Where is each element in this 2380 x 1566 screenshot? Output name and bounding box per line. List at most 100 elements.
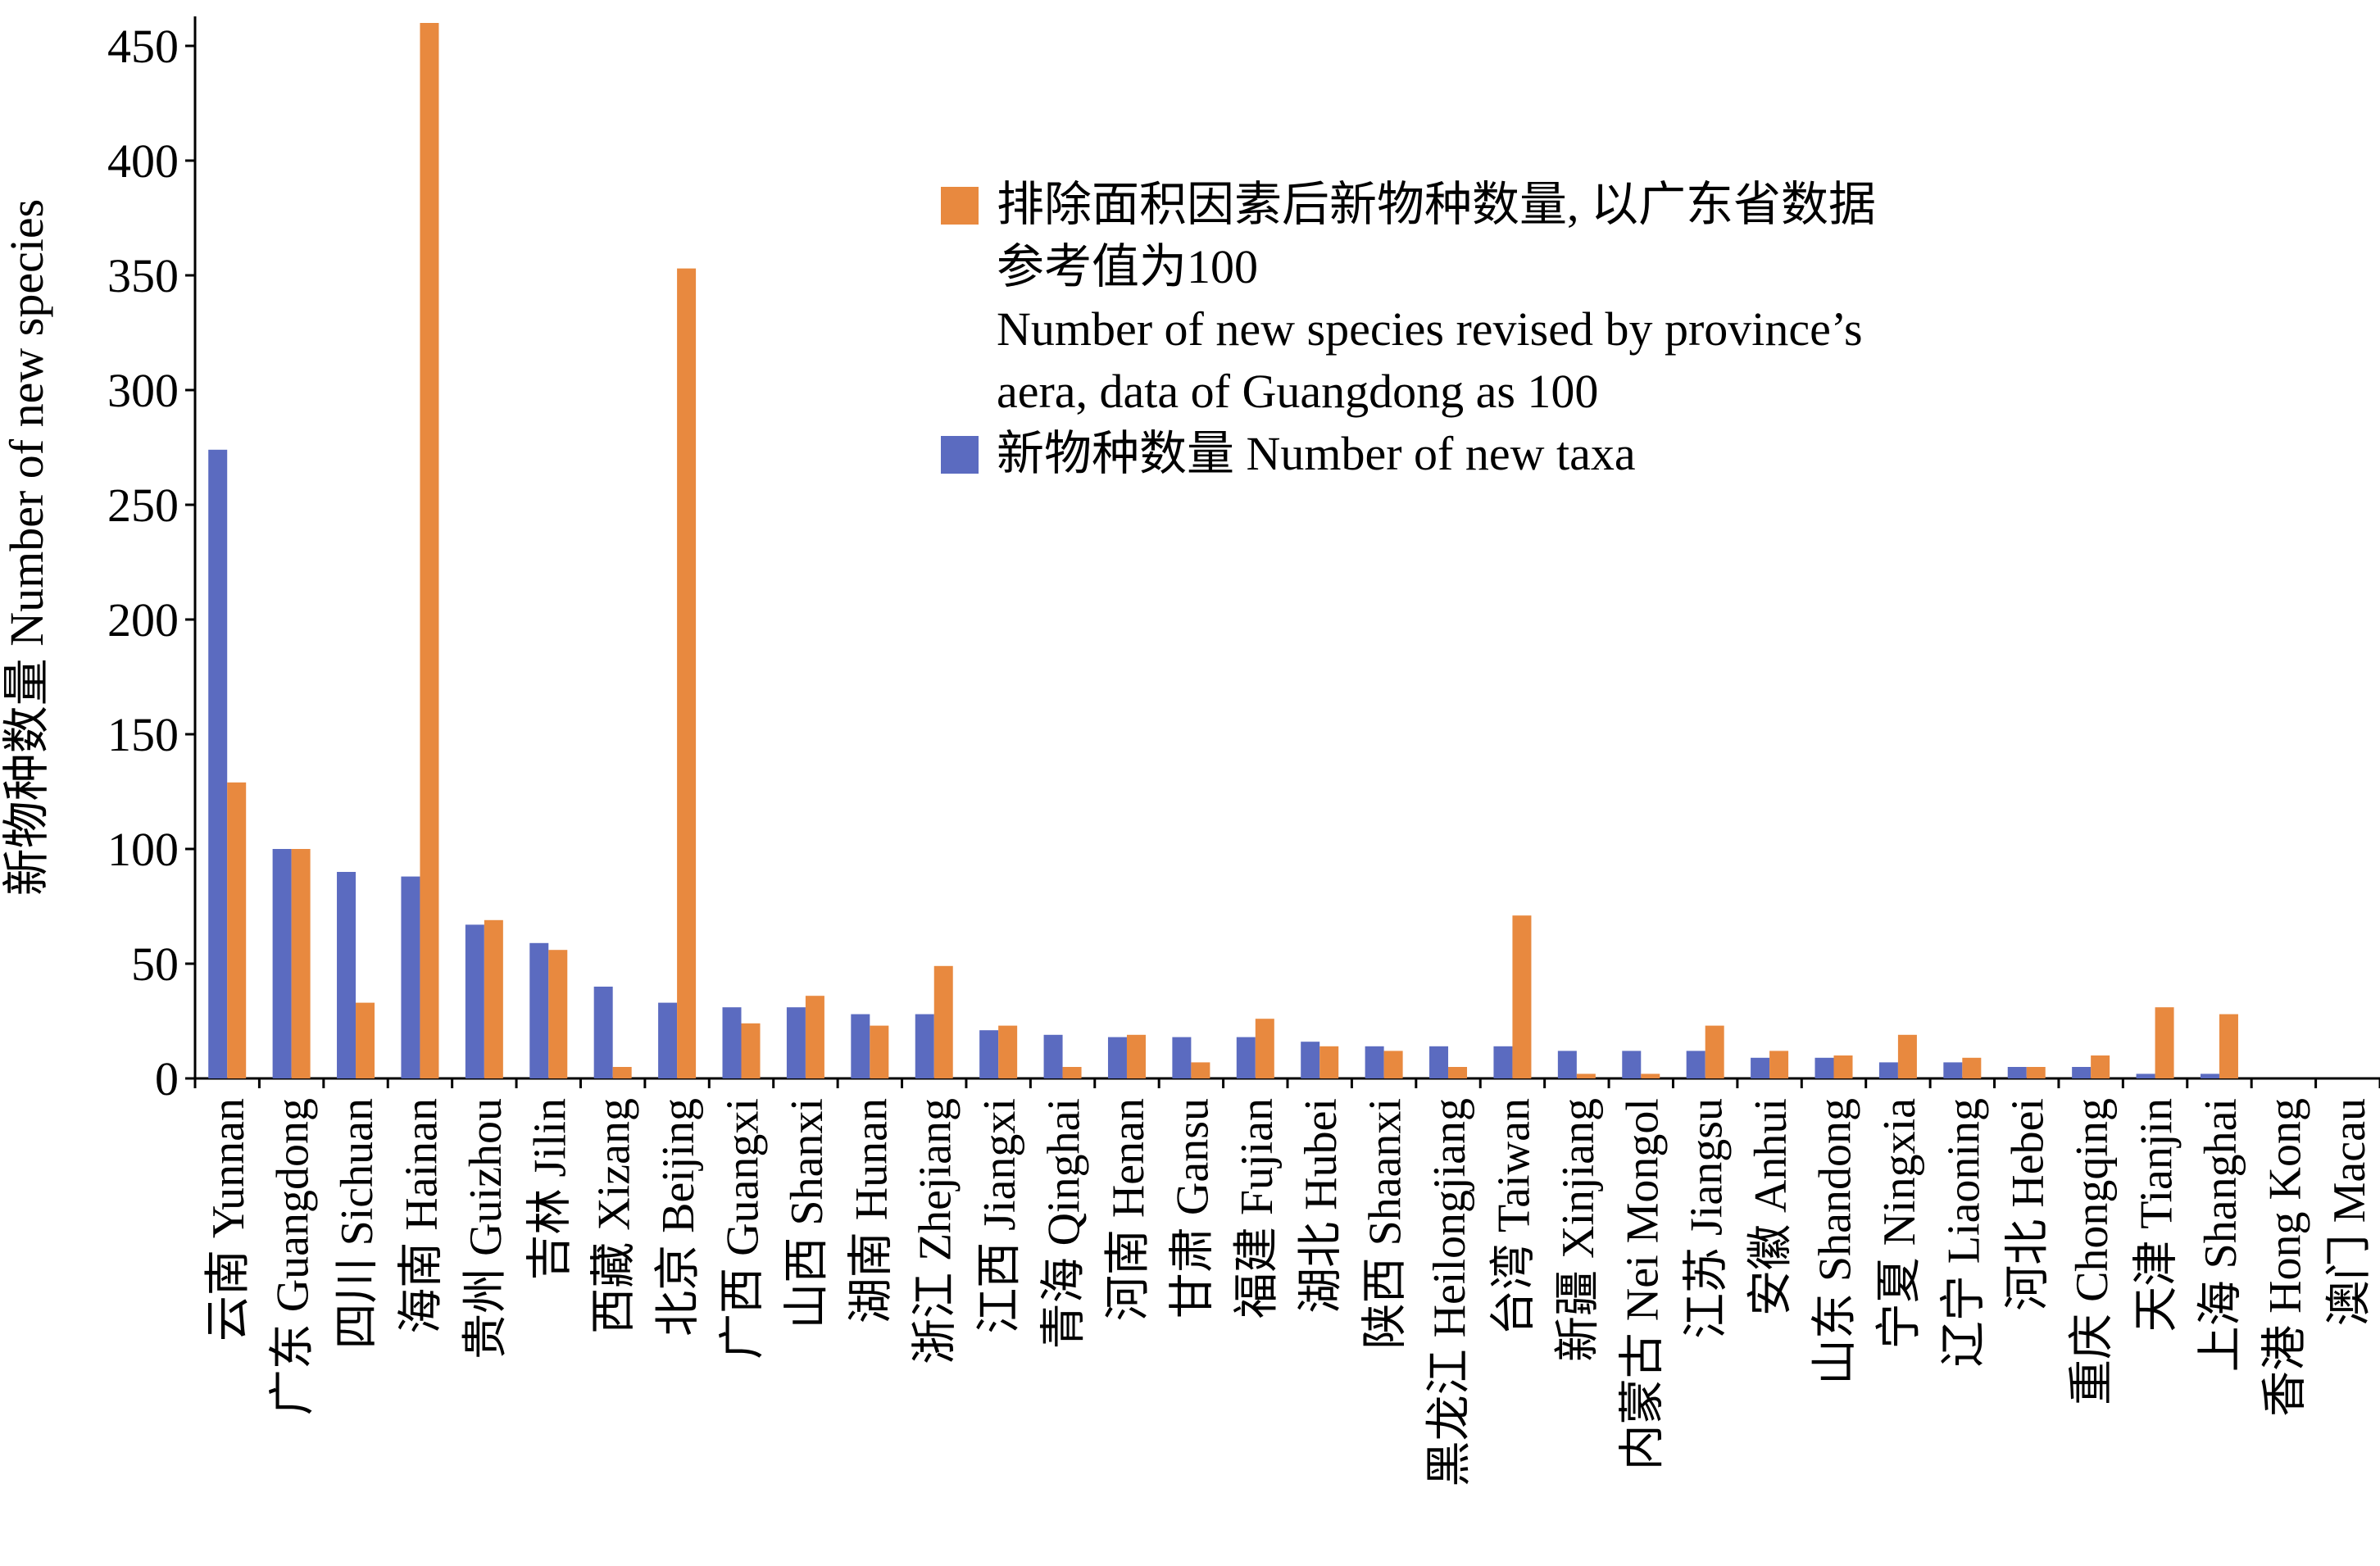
- x-tick-label: 内蒙古 Nei Mongol: [1617, 1098, 1668, 1470]
- bar-revised: [2219, 1014, 2238, 1078]
- x-tick-label: 湖南 Hunan: [846, 1098, 897, 1323]
- bar-new-taxa: [2072, 1067, 2092, 1078]
- bar-revised: [1126, 1034, 1146, 1078]
- x-tick-label: 贵州 Guizhou: [461, 1098, 511, 1359]
- bar-revised: [2155, 1007, 2174, 1078]
- bar-new-taxa: [1365, 1046, 1384, 1078]
- bar-revised: [1512, 915, 1532, 1078]
- bar-revised: [805, 996, 824, 1078]
- x-tick-label: 河北 Hebei: [2003, 1098, 2054, 1311]
- bars: [208, 23, 2238, 1079]
- bar-revised: [1641, 1074, 1660, 1078]
- legend-label-taxa: 新物种数量 Number of new taxa: [997, 427, 1636, 480]
- axes: 0 50 100 150 200 250 300 350 400 450: [107, 16, 2380, 1105]
- x-tick-label: 吉林 Jilin: [525, 1098, 575, 1280]
- bar-new-taxa: [208, 449, 228, 1078]
- x-tick-label: 澳门 Macau: [2324, 1098, 2375, 1326]
- x-tick-label: 青海 Qinghai: [1039, 1098, 1090, 1349]
- bar-revised: [612, 1067, 632, 1078]
- x-tick-label: 甘肃 Gansu: [1167, 1098, 1218, 1319]
- x-tick-label: 宁夏 Ningxia: [1874, 1098, 1925, 1350]
- y-tick-label: 350: [107, 249, 179, 302]
- y-tick-label: 250: [107, 479, 179, 532]
- y-tick-label: 400: [107, 134, 179, 188]
- y-axis-label: 新物种数量 Number of new species: [0, 199, 53, 896]
- y-tick-label: 150: [107, 708, 179, 761]
- x-tick-label: 四川 Sichuan: [332, 1098, 383, 1349]
- bar-revised: [1705, 1025, 1724, 1078]
- bar-revised: [1319, 1046, 1339, 1078]
- x-tick-label: 香港 Hong Kong: [2260, 1098, 2310, 1417]
- y-tick-label: 100: [107, 823, 179, 876]
- bar-revised: [677, 268, 697, 1079]
- bar-revised: [484, 919, 503, 1078]
- bar-revised: [291, 849, 311, 1078]
- x-tick-label: 福建 Fujian: [1232, 1098, 1283, 1319]
- bar-new-taxa: [722, 1007, 742, 1078]
- bar-revised: [420, 23, 439, 1078]
- bar-new-taxa: [401, 876, 420, 1078]
- bar-new-taxa: [1172, 1037, 1192, 1078]
- bar-new-taxa: [337, 872, 357, 1078]
- legend: 排除面积因素后新物种数量, 以广东省数据 参考值为100 Number of n…: [941, 174, 2088, 485]
- x-tick-label: 湖北 Hubei: [1296, 1098, 1347, 1314]
- x-tick-label: 新疆 Xinjiang: [1553, 1098, 1604, 1362]
- y-tick-label: 0: [155, 1052, 179, 1105]
- bar-new-taxa: [1301, 1042, 1320, 1078]
- bar-revised: [1833, 1055, 1853, 1078]
- bar-new-taxa: [979, 1030, 999, 1078]
- bar-revised: [933, 965, 953, 1078]
- bar-revised: [741, 1023, 761, 1078]
- bar-new-taxa: [1043, 1034, 1063, 1078]
- x-tick-label: 广东 Guangdong: [268, 1098, 319, 1415]
- bar-new-taxa: [1107, 1037, 1127, 1078]
- bar-new-taxa: [658, 1002, 678, 1078]
- x-tick-label: 广西 Guangxi: [718, 1098, 769, 1359]
- bar-new-taxa: [1493, 1046, 1513, 1078]
- bar-new-taxa: [1751, 1057, 1770, 1078]
- legend-swatch-orange: [941, 187, 979, 225]
- x-tick-label: 海南 Hainan: [396, 1098, 447, 1334]
- x-tick-label: 江西 Jiangxi: [974, 1098, 1025, 1334]
- x-tick-label: 北京 Beijing: [653, 1098, 704, 1337]
- bar-revised: [2091, 1055, 2110, 1078]
- bar-new-taxa: [1943, 1062, 1963, 1078]
- x-tick-label: 辽宁 Liaoning: [1938, 1098, 1989, 1367]
- bar-revised: [2026, 1067, 2046, 1078]
- bar-new-taxa: [1236, 1037, 1256, 1078]
- bar-new-taxa: [2200, 1074, 2219, 1078]
- legend-line: aera, data of Guangdong as 100: [997, 365, 1599, 418]
- x-tick-label: 山东 Shandong: [1810, 1098, 1861, 1385]
- bar-revised: [1769, 1051, 1789, 1078]
- legend-swatch-blue: [941, 436, 979, 474]
- bar-new-taxa: [2136, 1074, 2155, 1078]
- bar-revised: [356, 1002, 375, 1078]
- x-tick-labels: 云南 Yunnan 广东 Guangdong 四川 Sichuan 海南 Hainan…: [203, 1098, 2375, 1487]
- bar-new-taxa: [851, 1014, 870, 1078]
- x-tick-label: 西藏 Xizang: [589, 1098, 640, 1334]
- legend-item-revised: 排除面积因素后新物种数量, 以广东省数据 参考值为100 Number of n…: [941, 174, 2088, 423]
- bar-new-taxa: [529, 942, 549, 1078]
- bar-revised: [227, 782, 247, 1078]
- bar-new-taxa: [2007, 1067, 2027, 1078]
- x-tick-label: 山西 Shanxi: [782, 1098, 833, 1329]
- bar-revised: [1383, 1051, 1403, 1078]
- legend-line: Number of new species revised by provinc…: [997, 302, 1863, 356]
- bar-revised: [1255, 1019, 1274, 1078]
- x-tick-label: 重庆 Chongqing: [2067, 1098, 2118, 1405]
- x-tick-label: 陕西 Shaanxi: [1360, 1098, 1411, 1349]
- legend-line: 参考值为100: [997, 240, 1259, 293]
- bar-new-taxa: [1429, 1046, 1449, 1078]
- bar-new-taxa: [786, 1007, 806, 1078]
- bar-new-taxa: [1815, 1057, 1834, 1078]
- y-tick-label: 300: [107, 364, 179, 417]
- bar-new-taxa: [1878, 1062, 1898, 1078]
- x-tick-label: 上海 Shanghai: [2196, 1098, 2246, 1372]
- bar-revised: [1576, 1074, 1596, 1078]
- bar-revised: [1448, 1067, 1468, 1078]
- x-tick-label: 黑龙江 Heilongjiang: [1424, 1098, 1475, 1487]
- bar-revised: [1191, 1062, 1210, 1078]
- bar-revised: [1897, 1034, 1917, 1078]
